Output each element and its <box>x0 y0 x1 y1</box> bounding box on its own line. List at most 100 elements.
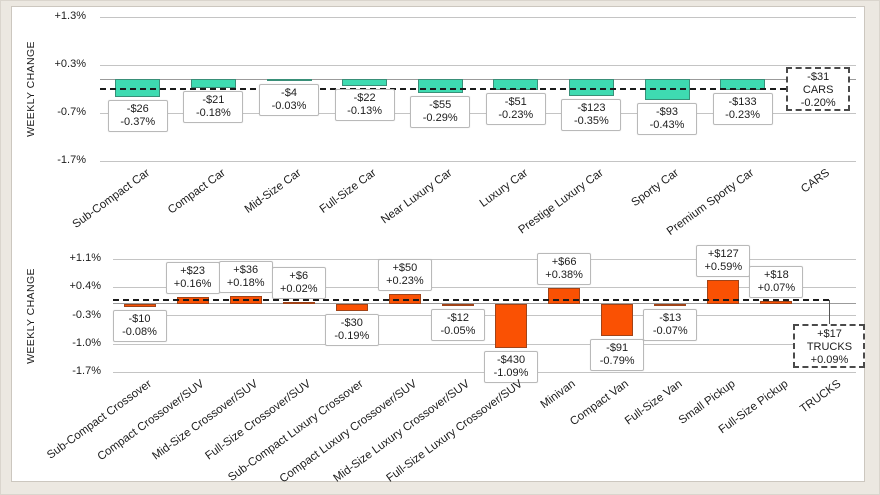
x-tick-label: Compact Van <box>568 378 632 429</box>
value-callout: -$91 -0.79% <box>590 338 645 371</box>
value-callout: +$127 +0.59% <box>696 244 751 277</box>
summary-group-label: TRUCKS <box>806 340 853 353</box>
x-tick-label: Sub-Compact Crossover <box>44 378 154 462</box>
bar-prestige-luxury-car <box>568 79 614 97</box>
y-tick-label: +0.4% <box>69 280 102 293</box>
y-tick-label: -0.3% <box>72 308 101 321</box>
callout-dollar-value: -$51 <box>504 96 527 109</box>
bar-small-pickup <box>707 279 740 304</box>
value-callout: -$26 -0.37% <box>107 100 168 133</box>
callout-percent-value: -0.05% <box>440 324 476 337</box>
value-callout: -$123 -0.35% <box>561 99 622 132</box>
y-tick-label: -0.7% <box>57 106 86 118</box>
average-dashed-line <box>100 88 787 90</box>
bar-minivan <box>548 288 581 304</box>
value-callout: -$30 -0.19% <box>324 314 379 347</box>
y-gridline <box>113 286 856 288</box>
callout-percent-value: +0.59% <box>704 260 743 273</box>
callout-dollar-value: -$93 <box>655 106 679 119</box>
value-callout: -$55 -0.29% <box>410 96 471 129</box>
bar-full-size-crossover-suv <box>282 301 315 304</box>
value-callout: +$50 +0.23% <box>377 259 432 292</box>
callout-dollar-value: +$23 <box>180 265 205 278</box>
callout-percent-value: +0.23% <box>386 275 424 288</box>
y-gridline <box>113 343 856 345</box>
callout-percent-value: +0.02% <box>279 282 318 295</box>
callout-percent-value: -0.43% <box>649 119 685 132</box>
x-tick-label: Full-Size Van <box>622 378 685 428</box>
callout-percent-value: -0.13% <box>347 104 383 117</box>
y-tick-label: -1.0% <box>72 337 101 350</box>
value-callout: -$51 -0.23% <box>485 93 546 126</box>
callout-dollar-value: -$123 <box>577 102 606 115</box>
y-tick-label: +0.3% <box>54 58 87 70</box>
callout-percent-value: +0.07% <box>757 281 796 294</box>
value-callout: -$22 -0.13% <box>334 88 395 121</box>
bar-compact-van <box>601 303 634 336</box>
callout-dollar-value: -$26 <box>126 103 149 116</box>
value-callout: -$10 -0.08% <box>112 309 167 342</box>
value-callout: -$93 -0.43% <box>637 103 697 136</box>
value-callout: -$4 -0.03% <box>259 84 319 117</box>
callout-percent-value: -0.23% <box>725 109 761 122</box>
zero-baseline <box>113 303 856 305</box>
y-gridline <box>100 64 856 66</box>
bar-mid-size-luxury-crossover-suv <box>441 303 474 306</box>
callout-dollar-value: -$91 <box>606 341 629 354</box>
callout-dollar-value: -$133 <box>728 96 757 109</box>
value-callout: +$36 +0.18% <box>218 261 273 294</box>
callout-dollar-value: -$30 <box>340 317 363 330</box>
callout-dollar-value: -$22 <box>353 91 376 104</box>
summary-percent-value: -0.20% <box>800 97 836 109</box>
bar-full-size-luxury-crossover-suv <box>495 303 528 348</box>
x-tick-label: Mid-Size Crossover/SUV <box>149 378 260 463</box>
bar-full-size-car <box>342 79 388 86</box>
callout-percent-value: -0.19% <box>334 330 370 343</box>
y-gridline <box>100 112 856 114</box>
y-gridline <box>113 258 856 260</box>
callout-percent-value: -0.23% <box>498 109 534 122</box>
group-summary-box: -$31 CARS -0.20% <box>786 67 851 111</box>
bar-sub-compact-luxury-crossover <box>335 303 368 312</box>
bar-sub-compact-crossover <box>123 303 156 307</box>
summary-dollar-value: +$17 <box>817 327 842 340</box>
callout-percent-value: -0.79% <box>599 354 635 367</box>
bar-full-size-pickup <box>760 300 793 304</box>
callout-percent-value: -0.29% <box>422 112 458 125</box>
value-callout: +$23 +0.16% <box>165 262 220 295</box>
callout-percent-value: -0.37% <box>120 116 156 129</box>
callout-dollar-value: -$21 <box>202 94 225 107</box>
callout-percent-value: -0.18% <box>195 107 231 120</box>
x-tick-label-group: TRUCKS <box>798 378 844 416</box>
x-tick-label: Minivan <box>539 378 579 412</box>
bar-full-size-van <box>654 303 687 307</box>
callout-percent-value: -0.03% <box>271 100 307 113</box>
value-callout: -$133 -0.23% <box>712 93 773 126</box>
callout-percent-value: -0.08% <box>122 325 157 338</box>
y-tick-label: -1.7% <box>57 154 86 166</box>
value-callout: -$430 -1.09% <box>484 350 539 383</box>
value-callout: +$66 +0.38% <box>537 253 592 286</box>
callout-dollar-value: -$12 <box>446 311 469 324</box>
callout-dollar-value: -$13 <box>659 312 682 325</box>
value-callout: -$21 -0.18% <box>183 91 244 124</box>
callout-percent-value: +0.16% <box>173 278 212 291</box>
bar-mid-size-car <box>266 79 312 82</box>
y-gridline <box>100 160 856 162</box>
callout-percent-value: -0.35% <box>573 115 609 128</box>
value-callout: -$13 -0.07% <box>643 309 698 342</box>
callout-dollar-value: +$18 <box>764 268 789 281</box>
zero-baseline <box>100 78 856 80</box>
y-tick-label: +1.1% <box>69 252 102 264</box>
callout-dollar-value: -$4 <box>281 87 297 100</box>
callout-percent-value: -1.09% <box>493 366 529 379</box>
y-tick-label: -1.7% <box>72 365 101 378</box>
value-callout: -$12 -0.05% <box>430 308 485 341</box>
callout-dollar-value: +$6 <box>289 269 309 282</box>
callout-dollar-value: +$66 <box>551 256 577 269</box>
value-callout: +$6 +0.02% <box>271 266 326 299</box>
summary-group-label: CARS <box>802 84 834 96</box>
